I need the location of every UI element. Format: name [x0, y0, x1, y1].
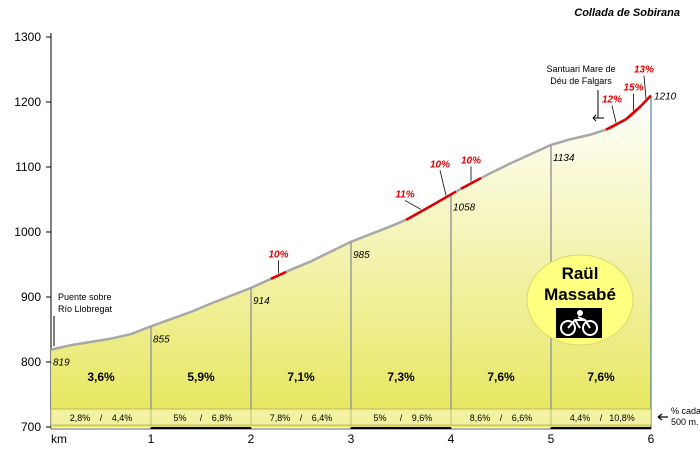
sanctuary-annotation-line1: Santuari Mare de	[546, 64, 615, 74]
badge-name-line1: Raül	[562, 264, 599, 283]
legend-note-line1: % cada	[671, 406, 700, 416]
gradient-separator: /	[200, 413, 203, 423]
badge-ellipse	[526, 254, 634, 346]
steep-section-line	[405, 201, 437, 221]
steep-section-label: 10%	[461, 155, 481, 166]
steep-label-leader	[643, 75, 647, 99]
steep-label-leader	[439, 170, 447, 196]
km-separators	[150, 144, 552, 409]
gradient-separator: /	[300, 413, 303, 423]
segment-average-label: 7,6%	[587, 370, 615, 384]
x-axis: km 1 2 3 4 5 6	[50, 424, 655, 446]
legend-note: % cada 500 m.	[657, 406, 700, 427]
segment-average-label: 7,6%	[487, 370, 515, 384]
steep-section-label: 13%	[634, 65, 654, 76]
half-km-gradient-label: 10,8%	[609, 413, 635, 423]
gradient-separator: /	[100, 413, 103, 423]
y-tick-label: 900	[21, 290, 41, 304]
y-tick-label: 700	[21, 420, 41, 434]
x-axis-label: km	[51, 432, 67, 446]
y-tick-label: 1300	[14, 30, 41, 44]
half-km-gradient-label: 5%	[173, 413, 186, 423]
steep-section-label: 12%	[602, 94, 622, 105]
steep-section-label: 11%	[395, 189, 414, 200]
steep-section-label: 10%	[430, 159, 450, 170]
km-altitude-label: 855	[153, 334, 170, 345]
half-km-gradient-label: 2,8%	[70, 413, 91, 423]
segment-average-label: 3,6%	[87, 370, 115, 384]
half-km-gradient-label: 8,6%	[470, 413, 491, 423]
start-annotation-line2: Río Llobregat	[58, 304, 113, 314]
km-altitude-label: 985	[353, 250, 370, 261]
half-km-gradient-label: 5%	[373, 413, 386, 423]
x-tick-label: 3	[348, 432, 355, 446]
half-km-gradient-label: 4,4%	[570, 413, 591, 423]
sanctuary-annotation-line2: Déu de Falgars	[550, 76, 612, 86]
km-altitude-label: 819	[53, 358, 70, 369]
y-tick-label: 1000	[14, 225, 41, 239]
steep-label-leader	[404, 200, 422, 210]
segment-average-labels: 3,6% 5,9% 7,1% 7,3% 7,6% 7,6%	[87, 370, 615, 384]
steep-section-line	[605, 118, 627, 131]
half-km-gradient-label: 4,4%	[112, 413, 133, 423]
half-km-gradient-label: 7,8%	[270, 413, 291, 423]
segment-average-label: 7,3%	[387, 370, 415, 384]
badge-name-line2: Massabé	[544, 285, 616, 304]
km-altitude-label: 914	[253, 296, 270, 307]
steep-section-label: 10%	[268, 249, 288, 260]
y-tick-label: 1200	[14, 95, 41, 109]
x-tick-label: 1	[148, 432, 155, 446]
gradient-separator: /	[600, 413, 603, 423]
sanctuary-pointer-arrow-icon	[592, 114, 604, 122]
y-axis: 700 800 900 1000 1100 1200 1300	[14, 30, 52, 434]
x-tick-label: 6	[648, 432, 655, 446]
steep-label-leader	[611, 105, 617, 123]
x-tick-label: 5	[548, 432, 555, 446]
km-altitude-labels: 819 855 914 985 1058 1134 1210	[53, 92, 677, 369]
gradient-separator: /	[400, 413, 403, 423]
half-km-gradient-band: 2,8% / 4,4% 5% / 6,8% 7,8% / 6,4% 5% / 9,6% 8,6% / 6,6…	[50, 408, 652, 426]
start-annotation-line1: Puente sobre	[58, 292, 112, 302]
start-annotation: Puente sobre Río Llobregat	[53, 292, 113, 346]
km-altitude-label: 1210	[654, 92, 677, 103]
steep-section-line	[625, 104, 642, 121]
steep-section-line	[270, 270, 287, 280]
steep-section-line	[460, 176, 482, 190]
segment-average-label: 5,9%	[187, 370, 215, 384]
legend-arrow-icon	[657, 413, 668, 421]
km-altitude-label: 1134	[553, 153, 575, 164]
half-km-gradient-label: 6,8%	[212, 413, 233, 423]
rider-badge: Raül Massabé	[526, 254, 634, 346]
cyclist-icon	[556, 308, 602, 338]
steep-sections: 10% 11% 10% 10% 12%15% 13%	[268, 65, 654, 280]
steep-section-label: 15%	[623, 83, 643, 94]
gradient-separator: /	[500, 413, 503, 423]
segment-average-label: 7,1%	[287, 370, 315, 384]
half-km-gradient-label: 6,6%	[512, 413, 533, 423]
half-km-gradient-label: 9,6%	[412, 413, 433, 423]
y-tick-label: 1100	[15, 160, 41, 174]
y-tick-label: 800	[21, 355, 41, 369]
chart-title: Collada de Sobirana	[574, 7, 680, 19]
legend-note-line2: 500 m.	[671, 417, 699, 427]
x-tick-label: 4	[448, 432, 455, 446]
steep-section-line	[640, 94, 652, 107]
km-altitude-label: 1058	[453, 202, 476, 213]
sanctuary-annotation: Santuari Mare de Déu de Falgars	[546, 64, 616, 122]
steep-section-line	[435, 190, 457, 205]
x-tick-label: 2	[248, 432, 255, 446]
half-km-gradient-label: 6,4%	[312, 413, 333, 423]
